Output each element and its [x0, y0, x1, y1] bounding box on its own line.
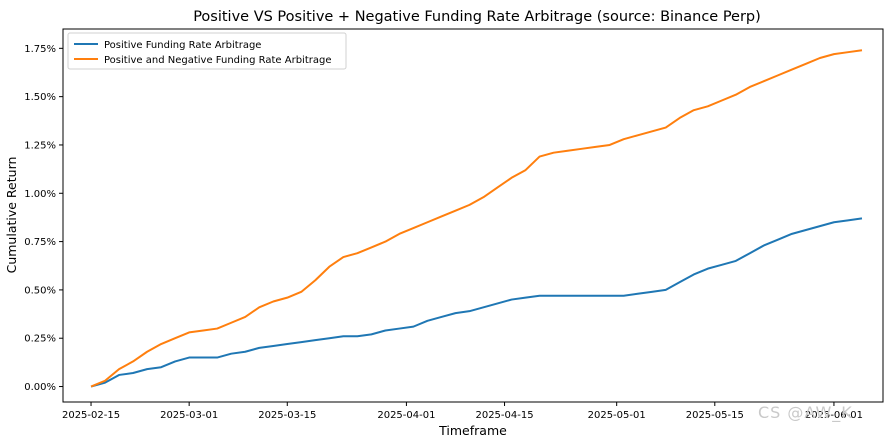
y-tick-label: 1.25% — [24, 140, 56, 151]
x-tick-label: 2025-05-01 — [588, 410, 646, 421]
x-tick-label: 2025-03-15 — [258, 410, 316, 421]
x-axis-label: Timeframe — [438, 423, 507, 438]
y-tick-label: 1.50% — [24, 92, 56, 103]
legend: Positive Funding Rate Arbitrage Positive… — [67, 32, 347, 70]
y-axis-label: Cumulative Return — [4, 157, 19, 274]
y-tick-label: 1.75% — [24, 44, 56, 55]
x-tick-label: 2025-03-01 — [160, 410, 218, 421]
y-tick-label: 0.50% — [24, 285, 56, 296]
watermark: CS @AW_K — [758, 403, 853, 423]
legend-box — [67, 32, 347, 70]
series-line-positive-negative — [90, 49, 863, 388]
x-tick-label: 2025-05-15 — [686, 410, 744, 421]
y-tick-label: 0.25% — [24, 334, 56, 345]
series-line-positive — [90, 217, 863, 388]
x-tick-label: 2025-02-15 — [62, 410, 120, 421]
legend-label-positive: Positive Funding Rate Arbitrage — [104, 40, 261, 51]
legend-label-positive-negative: Positive and Negative Funding Rate Arbit… — [104, 55, 332, 66]
y-tick-label: 1.00% — [24, 189, 56, 200]
series-lines — [90, 49, 863, 388]
y-axis: 0.00% 0.25% 0.50% 0.75% 1.00% 1.25% 1.50% 1.75% — [24, 44, 63, 393]
plot-area — [62, 28, 884, 403]
x-tick-label: 2025-04-01 — [377, 410, 435, 421]
y-tick-label: 0.75% — [24, 237, 56, 248]
y-tick-label: 0.00% — [24, 382, 56, 393]
x-tick-label: 2025-04-15 — [475, 410, 533, 421]
x-tick-label: 2025-06-01 — [805, 410, 863, 421]
chart-title: Positive VS Positive + Negative Funding … — [193, 9, 761, 25]
x-axis: 2025-02-15 2025-03-01 2025-03-15 2025-04-01… — [62, 402, 863, 421]
